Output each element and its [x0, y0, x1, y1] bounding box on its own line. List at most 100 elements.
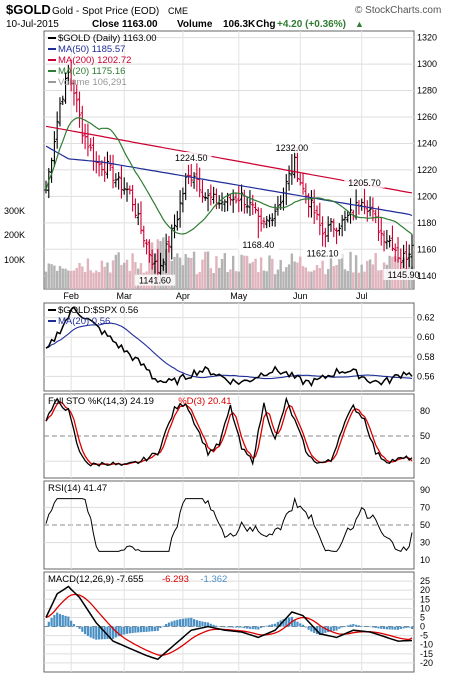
volume-bar — [204, 251, 207, 289]
rsi-lines — [45, 496, 413, 553]
macd-histogram-bar — [204, 622, 207, 627]
ohlc-bar — [290, 154, 294, 185]
macd-histogram-bar — [92, 626, 95, 639]
volume-bar — [279, 259, 282, 289]
volume-bar — [226, 272, 229, 289]
price-axis-tick: 1320 — [417, 33, 437, 43]
macd-histogram-bar — [170, 621, 173, 627]
volume-bar — [95, 270, 98, 289]
macd-signal-line — [45, 593, 413, 656]
macd-histogram-bar — [341, 626, 344, 628]
macd-histogram-bar — [212, 624, 215, 627]
macd-histogram-bar — [360, 625, 363, 627]
macd-legend-item: MACD(12,26,9) -7.655 — [48, 574, 144, 585]
macd-histogram-bar — [265, 625, 268, 627]
macd-histogram-bar — [260, 626, 263, 628]
ohlc-bar — [97, 155, 101, 177]
ohlc-bar — [142, 225, 146, 248]
ratio-axis-tick: 0.60 — [417, 332, 435, 342]
macd-histogram-bar — [81, 626, 84, 632]
ohlc-bar — [150, 249, 154, 270]
macd-histogram-bar — [299, 623, 302, 627]
macd-histogram-bar — [226, 626, 229, 628]
volume-bar — [223, 253, 227, 289]
macd-histogram-bar — [86, 626, 90, 637]
macd-histogram-bar — [262, 626, 266, 628]
ohlc-bar — [407, 244, 411, 268]
macd-histogram-bar — [176, 619, 179, 627]
ratio-legend-item: $GOLD:$SPX 0.56 — [48, 305, 138, 316]
month-label: Jun — [293, 291, 308, 301]
svg-text:1232.00: 1232.00 — [276, 143, 309, 153]
macd-histogram-bar — [240, 626, 243, 628]
volume-bar — [167, 242, 171, 289]
volume-bar — [265, 271, 268, 289]
ohlc-bar — [200, 180, 205, 203]
svg-text:Full STO %K(14,3) 24.19: Full STO %K(14,3) 24.19 — [48, 396, 154, 407]
macd-histogram-bar — [237, 626, 240, 628]
ohlc-bar — [396, 237, 400, 263]
macd-histogram-bar — [234, 626, 238, 628]
ma20-line — [45, 117, 413, 235]
ohlc-bar — [147, 239, 151, 263]
volume-bar — [128, 270, 132, 289]
volume-bar — [254, 258, 257, 289]
macd-histogram-bar — [385, 626, 388, 630]
watermark: © StockCharts.com — [355, 5, 441, 16]
volume-bar — [368, 259, 372, 289]
macd-histogram-bar — [206, 622, 210, 627]
volume-bar — [352, 272, 355, 289]
ohlc-bar — [189, 163, 193, 187]
ohlc-bar — [167, 235, 171, 253]
macd-histogram-bar — [355, 624, 358, 627]
volume-bar — [240, 254, 243, 289]
month-label: Feb — [63, 291, 79, 301]
macd-histogram-bar — [61, 614, 64, 627]
ohlc-bar — [390, 225, 395, 252]
volume-bar — [181, 265, 185, 289]
macd-histogram-bar — [131, 626, 134, 633]
macd-histogram-bar — [268, 624, 271, 627]
chg-value: +4.20 (+0.36%) — [277, 19, 346, 30]
ohlc-bar — [312, 189, 316, 224]
ratio-axis-tick: 0.62 — [417, 313, 435, 323]
volume-bar — [318, 268, 322, 289]
volume-bar — [332, 266, 335, 289]
ohlc-bar — [192, 172, 196, 189]
macd-histogram-bar — [321, 626, 324, 634]
price-ohlc-bars — [44, 59, 414, 286]
macd-histogram-bar — [173, 620, 176, 627]
ohlc-bar — [234, 192, 238, 204]
macd-histogram-bar — [95, 626, 98, 640]
svg-text:1168.40: 1168.40 — [242, 240, 274, 250]
volume-bar — [83, 271, 87, 289]
svg-text:1224.50: 1224.50 — [175, 153, 208, 163]
volume-bar — [86, 258, 90, 289]
macd-histogram-bar — [273, 623, 277, 627]
ohlc-bar — [320, 216, 325, 247]
ohlc-bar — [329, 217, 333, 232]
ohlc-bar — [161, 258, 165, 271]
price-axis-tick: 1160 — [417, 244, 436, 254]
volume-bar — [218, 267, 221, 289]
macd-histogram-bar — [56, 612, 59, 627]
macd-histogram-bar — [218, 626, 221, 627]
month-label: May — [230, 291, 248, 301]
volume-bar — [310, 271, 313, 289]
ohlc-bar — [178, 190, 182, 228]
macd-histogram-bar — [184, 618, 187, 627]
volume-bar — [190, 257, 193, 289]
price-annotation: 1224.50 — [171, 151, 212, 163]
macd-histogram-bar — [47, 621, 50, 627]
ohlc-bar — [72, 79, 76, 106]
volume-bar — [243, 255, 246, 289]
macd-histogram-bar — [111, 626, 115, 639]
price-legend-item: MA(50) 1185.57 — [48, 44, 125, 55]
volume-bar — [58, 265, 62, 289]
macd-histogram-bar — [313, 626, 316, 633]
macd-histogram-bar — [167, 622, 171, 627]
macd-histogram-bar — [363, 626, 366, 627]
macd-histogram-bar — [223, 626, 226, 628]
macd-histogram-bar — [120, 626, 123, 636]
ohlc-bar — [259, 208, 263, 232]
